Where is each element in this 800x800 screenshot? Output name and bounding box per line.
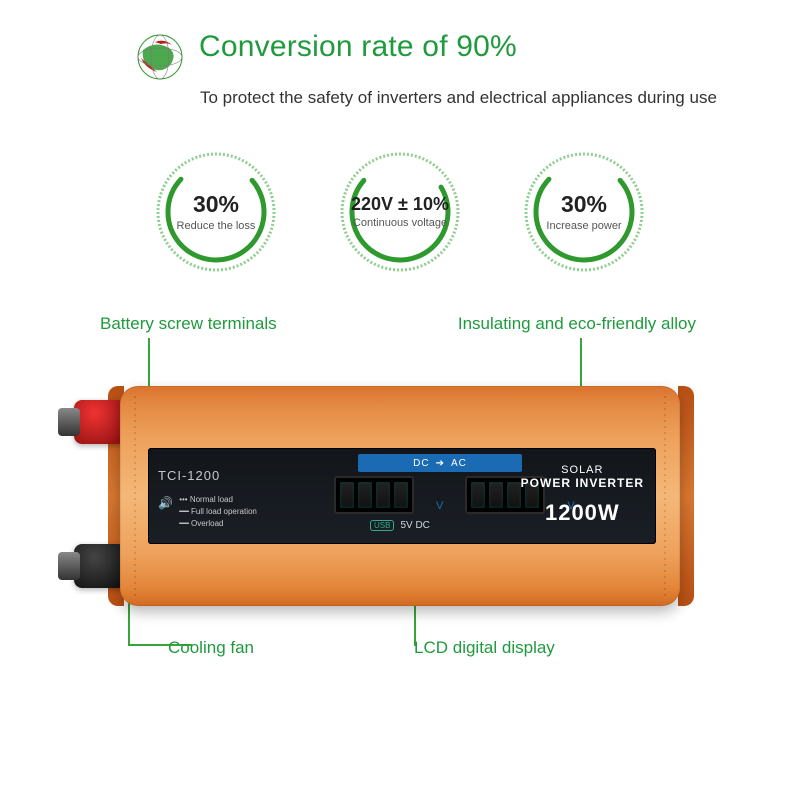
dial-caption: Continuous voltage: [353, 217, 447, 230]
subtitle: To protect the safety of inverters and e…: [0, 82, 800, 108]
dial-value: 30%: [193, 191, 239, 218]
dial-voltage: 220V ± 10% Continuous voltage: [336, 148, 464, 276]
stripe-ac: AC: [451, 458, 467, 469]
volt-label: V: [436, 500, 443, 512]
model-number: TCI-1200: [158, 466, 257, 486]
usb-text: 5V DC: [400, 520, 429, 531]
lcd-display-input: [334, 476, 414, 514]
dial-reduce-loss: 30% Reduce the loss: [152, 148, 280, 276]
status-text: ━━ Full load operation: [179, 507, 257, 516]
terminal-negative: [74, 544, 126, 588]
dial-value: 220V ± 10%: [351, 194, 449, 215]
dial-caption: Increase power: [546, 220, 621, 233]
end-cap: [678, 386, 694, 606]
speaker-icon: 🔊: [158, 496, 173, 510]
dc-ac-stripe: DC ➔ AC: [358, 454, 522, 472]
arrow-right-icon: ➔: [436, 458, 445, 469]
callout-battery-terminals: Battery screw terminals: [100, 314, 277, 334]
dial-value: 30%: [561, 191, 607, 218]
terminal-positive: [74, 400, 126, 444]
status-text: ••• Normal load: [179, 495, 233, 504]
stripe-dc: DC: [413, 458, 429, 469]
control-panel: TCI-1200 🔊 ••• Normal load ━━ Full load …: [148, 448, 656, 544]
status-text: ━━ Overload: [179, 519, 223, 528]
dial-caption: Reduce the loss: [177, 220, 256, 233]
callout-alloy: Insulating and eco-friendly alloy: [458, 314, 696, 334]
callout-line: [580, 338, 582, 390]
callout-cooling-fan: Cooling fan: [168, 638, 254, 658]
product-name-line1: SOLAR: [521, 464, 644, 476]
main-title: Conversion rate of 90%: [199, 30, 517, 64]
dial-increase-power: 30% Increase power: [520, 148, 648, 276]
product-area: TCI-1200 🔊 ••• Normal load ━━ Full load …: [0, 338, 800, 678]
product-name-line2: POWER INVERTER: [521, 476, 644, 490]
usb-icon: USB: [370, 520, 394, 531]
callout-lcd: LCD digital display: [414, 638, 555, 658]
wattage: 1200W: [521, 500, 644, 526]
globe-icon: [135, 32, 185, 82]
dial-row: 30% Reduce the loss 220V ± 10% Continuou…: [0, 148, 800, 276]
